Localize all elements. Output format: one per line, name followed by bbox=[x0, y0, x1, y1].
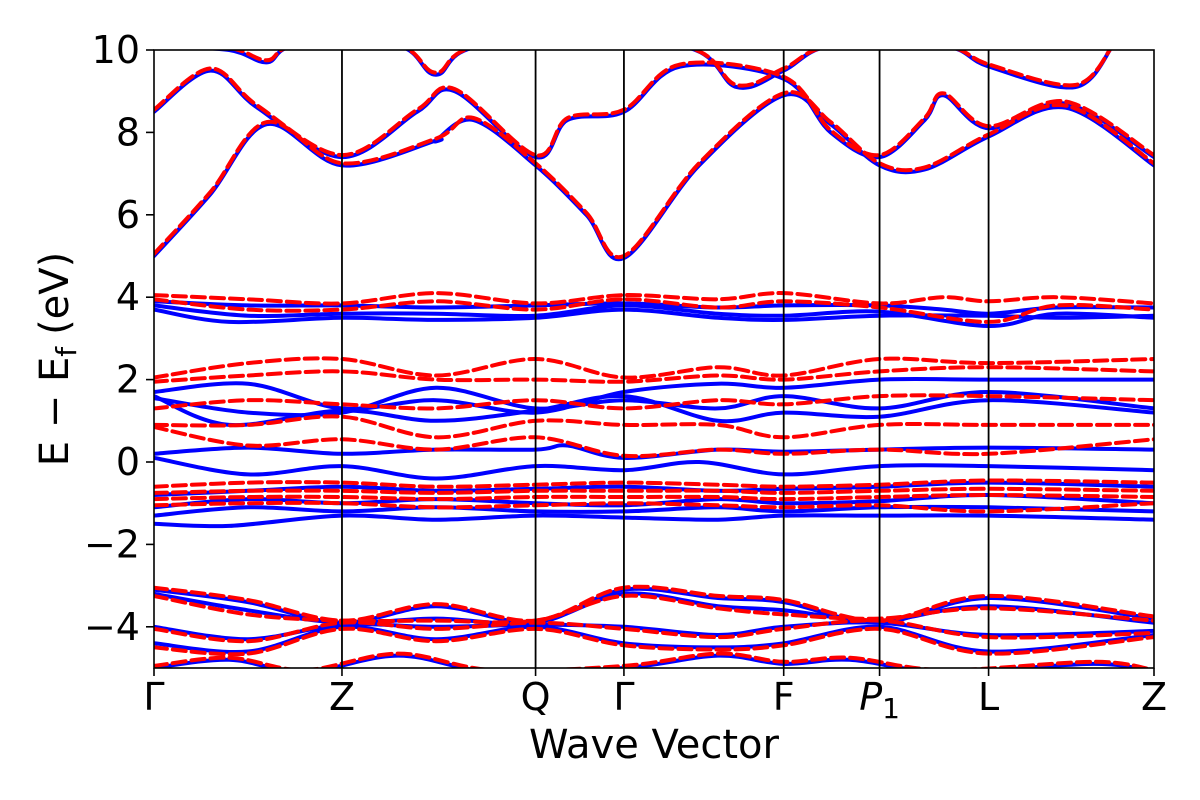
band-line-red-dashed-18 bbox=[154, 651, 1154, 668]
x-tick-label-sub-5: 1 bbox=[882, 692, 900, 725]
y-tick-label-1: −2 bbox=[84, 522, 140, 566]
y-tick-label-5: 6 bbox=[116, 193, 140, 237]
x-tick-label-1: Z bbox=[329, 675, 355, 719]
y-axis-title-unit: (eV) bbox=[32, 252, 78, 335]
x-tick-label-2: Q bbox=[521, 675, 551, 719]
band-line-red-dashed-11 bbox=[154, 486, 1154, 495]
band-line-red-dashed-6 bbox=[154, 365, 1154, 384]
x-tick-label-6: L bbox=[978, 675, 999, 719]
y-tick-label-4: 4 bbox=[116, 275, 140, 319]
band-line-red-dashed-0 bbox=[154, 90, 1154, 260]
band-line-red-dashed-7 bbox=[154, 393, 1154, 411]
x-tick-label-0: Γ bbox=[143, 675, 164, 719]
band-line-blue-solid-19 bbox=[154, 653, 1145, 668]
x-tick-label-main-5: P bbox=[859, 675, 882, 719]
band-line-red-dashed-14 bbox=[154, 584, 1154, 623]
band-line-blue-solid-5 bbox=[154, 307, 1154, 325]
y-tick-label-3: 2 bbox=[116, 358, 140, 402]
x-axis-title: Wave Vector bbox=[529, 722, 780, 768]
y-ticks: −4 −2 0 2 4 6 8 10 bbox=[84, 28, 154, 649]
band-line-red-dashed-13 bbox=[154, 500, 1154, 514]
x-tick-label-7: Z bbox=[1141, 675, 1167, 719]
x-tick-label-4: F bbox=[773, 675, 795, 719]
y-axis-title-sub: f bbox=[50, 346, 83, 357]
band-line-red-dashed-12 bbox=[154, 493, 1154, 502]
band-line-blue-solid-9 bbox=[154, 443, 1154, 460]
band-line-blue-solid-14 bbox=[154, 513, 1154, 529]
band-line-blue-solid-13 bbox=[154, 504, 1154, 518]
band-line-red-dashed-2 bbox=[229, 50, 1113, 88]
x-tick-label-3: Γ bbox=[613, 675, 634, 719]
x-tick-label-5: P1 bbox=[859, 675, 900, 725]
y-tick-label-0: −4 bbox=[84, 605, 140, 649]
y-axis-title: E − Ef (eV) bbox=[32, 252, 83, 467]
x-ticks: Γ Z Q Γ F P1 L Z bbox=[143, 668, 1167, 725]
y-tick-label-2: 0 bbox=[116, 440, 140, 484]
band-line-red-dashed-1 bbox=[154, 60, 1154, 158]
y-tick-label-6: 8 bbox=[116, 110, 140, 154]
high-symmetry-lines bbox=[341, 50, 990, 668]
y-tick-label-7: 10 bbox=[92, 28, 140, 72]
band-line-red-dashed-10 bbox=[154, 478, 1154, 489]
y-axis-title-main: E − E bbox=[32, 357, 78, 467]
plot-frame bbox=[153, 49, 1155, 669]
band-line-blue-solid-4 bbox=[154, 303, 1154, 329]
